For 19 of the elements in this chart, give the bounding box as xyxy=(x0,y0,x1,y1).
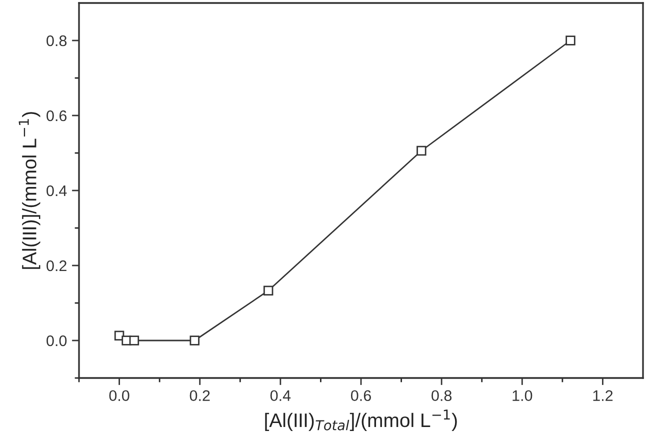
y-tick-label: 0.0 xyxy=(46,335,67,346)
point xyxy=(566,36,576,46)
x-tick-label: 1.0 xyxy=(512,390,532,402)
point xyxy=(190,336,200,346)
x-axis-title: [Al(III)$_{Total}$]/(mmol L$^{−1}$) xyxy=(265,410,457,432)
x-tick-label: 0.2 xyxy=(190,390,210,402)
x-tick-label: 0.6 xyxy=(350,390,371,402)
y-tick-label: 0.6 xyxy=(46,110,67,122)
x-tick-label: 0.0 xyxy=(109,390,130,402)
point xyxy=(416,146,426,156)
point xyxy=(129,336,140,346)
x-tick-label: 0.4 xyxy=(270,390,291,402)
y-tick-label: 0.2 xyxy=(46,260,66,272)
y-tick-label: 0.8 xyxy=(46,35,67,46)
y-axis-title: [Al(III)]/(mmol L$^{−1}$) xyxy=(18,112,40,269)
y-tick-label: 0.4 xyxy=(46,185,67,196)
point xyxy=(263,286,274,296)
x-tick-label: 0.8 xyxy=(432,390,452,402)
x-tick-label: 1.2 xyxy=(593,390,613,401)
